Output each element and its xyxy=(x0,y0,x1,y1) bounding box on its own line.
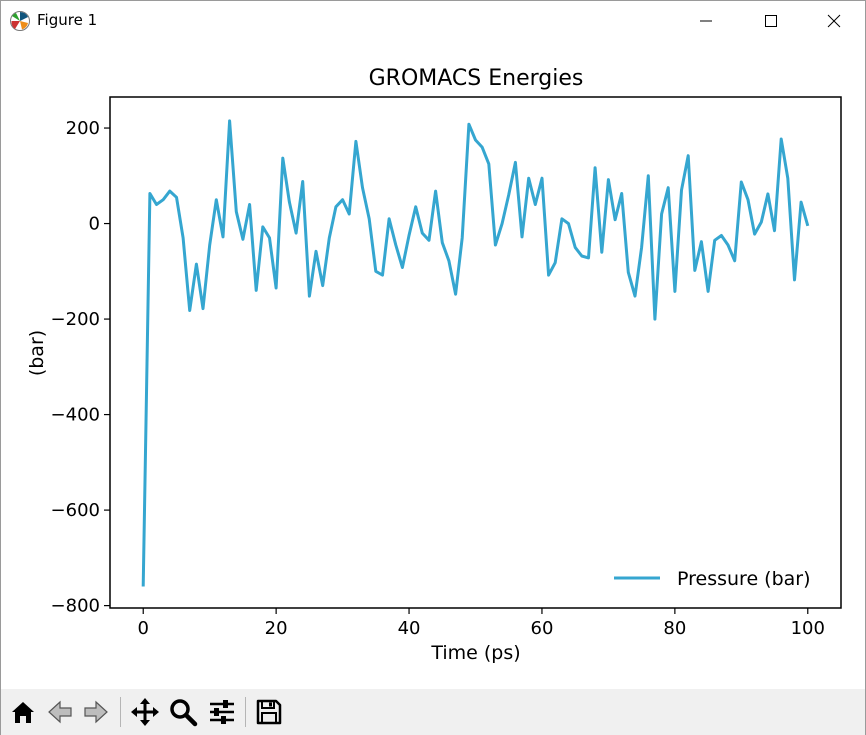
minimize-icon xyxy=(700,20,712,22)
toolbar-separator xyxy=(245,697,246,727)
forward-arrow-icon xyxy=(84,700,108,724)
x-tick-label: 80 xyxy=(663,618,686,639)
y-tick-label: −800 xyxy=(51,596,100,617)
y-tick-label: 200 xyxy=(66,118,100,139)
y-tick-label: −200 xyxy=(51,309,100,330)
zoom-button[interactable] xyxy=(166,695,200,729)
legend: Pressure (bar) xyxy=(614,568,811,590)
y-tick-label: 0 xyxy=(89,214,100,235)
back-button[interactable] xyxy=(43,695,77,729)
forward-button[interactable] xyxy=(79,695,113,729)
x-tick-label: 60 xyxy=(531,618,554,639)
zoom-magnifier-icon xyxy=(170,699,198,727)
x-tick-label: 20 xyxy=(265,618,288,639)
back-arrow-icon xyxy=(48,700,72,724)
y-tick-label: −400 xyxy=(51,405,100,426)
legend-label: Pressure (bar) xyxy=(677,568,811,590)
sliders-icon xyxy=(210,700,234,724)
maximize-button[interactable] xyxy=(738,1,804,41)
save-floppy-icon xyxy=(256,699,282,725)
axis-ticks: 0 20 40 60 80 100 200 0 −200 −400 −600 −800 xyxy=(51,118,825,639)
pan-move-icon xyxy=(131,698,159,726)
save-button[interactable] xyxy=(252,695,286,729)
x-tick-label: 40 xyxy=(398,618,421,639)
toolbar-separator xyxy=(120,697,121,727)
figure-canvas[interactable]: GROMACS Energies 0 20 40 60 80 100 200 0 −200 −40… xyxy=(1,41,865,689)
axes-frame xyxy=(109,96,842,609)
x-tick-label: 0 xyxy=(138,618,149,639)
title-bar[interactable]: Figure 1 xyxy=(1,1,865,41)
y-tick-label: −600 xyxy=(51,500,100,521)
matplotlib-logo-icon xyxy=(10,11,30,31)
home-icon xyxy=(12,702,34,723)
x-axis-label: Time (ps) xyxy=(430,642,520,664)
line-chart: GROMACS Energies 0 20 40 60 80 100 200 0 −200 −40… xyxy=(26,66,842,664)
window-title: Figure 1 xyxy=(37,11,98,29)
minimize-button[interactable] xyxy=(673,1,739,41)
y-axis-label: (bar) xyxy=(26,330,48,376)
pan-button[interactable] xyxy=(128,695,162,729)
navigation-toolbar xyxy=(1,689,865,735)
pressure-series-line xyxy=(141,119,810,587)
home-button[interactable] xyxy=(6,695,40,729)
chart-title: GROMACS Energies xyxy=(369,66,584,91)
close-icon xyxy=(827,14,841,28)
configure-subplots-button[interactable] xyxy=(205,695,239,729)
maximize-icon xyxy=(765,15,777,27)
close-button[interactable] xyxy=(801,1,866,41)
x-tick-label: 100 xyxy=(791,618,825,639)
